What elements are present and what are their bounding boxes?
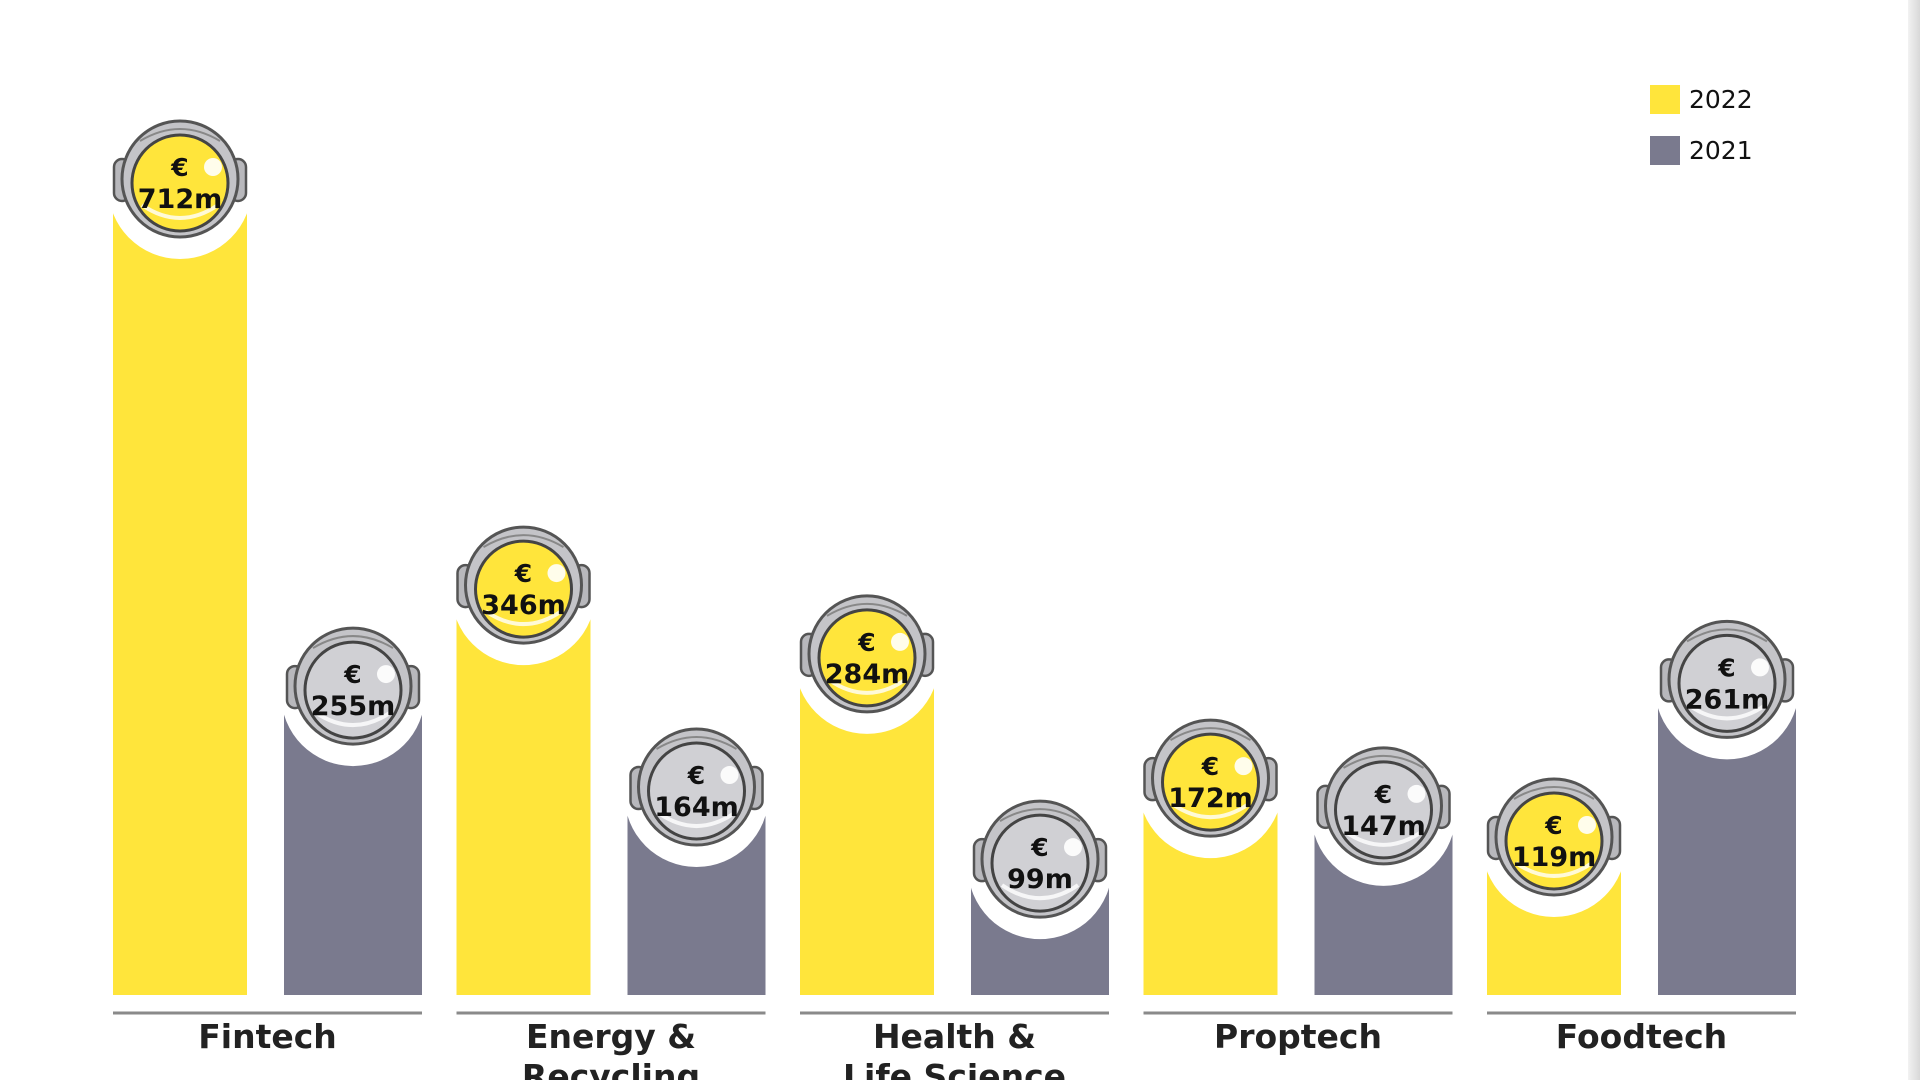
category-label-health-life-science: Health & Life Science [843, 1017, 1066, 1080]
legend-swatch-2021 [1650, 136, 1680, 165]
helmet-visor [130, 133, 230, 233]
category-label-foodtech: Foodtech [1556, 1017, 1727, 1056]
category-label-fintech: Fintech [198, 1017, 337, 1056]
value-label-2022-fintech: €712m [108, 115, 252, 259]
helmet-visor [303, 640, 403, 740]
currency-symbol: € [687, 761, 705, 790]
bar-2022-fintech [113, 205, 247, 995]
helmet-visor-glint [891, 632, 909, 651]
helmet-visor-glint [1751, 658, 1769, 677]
helmet-visor [1161, 732, 1260, 832]
value-text: 172m [1168, 783, 1253, 814]
helmet-shell-line [312, 635, 394, 649]
legend-swatch-2022 [1650, 85, 1680, 114]
helmet-visor [474, 539, 573, 639]
value-text: 346m [481, 590, 566, 621]
category-label-energy-recycling: Energy & Recycling [522, 1017, 700, 1080]
currency-symbol: € [1374, 780, 1392, 809]
legend-label-2022: 2022 [1689, 85, 1753, 114]
currency-symbol: € [514, 559, 532, 588]
currency-symbol: € [1544, 811, 1562, 840]
helmet-shell-line [1513, 785, 1595, 800]
currency-symbol: € [857, 628, 875, 657]
currency-symbol: € [343, 660, 361, 689]
value-label-2022-proptech: €172m [1138, 714, 1283, 859]
helmet-visor-reflection [1687, 703, 1767, 721]
page-edge [1908, 0, 1920, 1080]
legend-label-2021: 2021 [1689, 136, 1753, 165]
value-label-2022-health-life-science: €284m [795, 589, 939, 734]
currency-symbol: € [170, 153, 188, 182]
value-text: 164m [654, 792, 739, 823]
helmet-shell-line [139, 128, 221, 142]
helmet-visor-glint [1234, 757, 1253, 776]
helmet-visor-reflection [1514, 861, 1594, 878]
helmet-visor-glint [547, 564, 566, 583]
value-text: 119m [1512, 842, 1597, 873]
helmet-shell-line [826, 602, 908, 617]
category-label-proptech: Proptech [1214, 1017, 1382, 1056]
helmet-visor-reflection [140, 203, 220, 220]
helmet-shell-line [1169, 727, 1252, 742]
helmet-visor [990, 813, 1090, 913]
value-text: 712m [138, 184, 223, 215]
category-label-line: Fintech [198, 1017, 337, 1056]
helmet-visor [1334, 760, 1433, 860]
helmet-visor-reflection [657, 811, 736, 829]
value-label-2021-energy-recycling: €164m [624, 723, 769, 868]
helmet-shell-line [482, 534, 565, 548]
value-label-2021-proptech: €147m [1311, 741, 1456, 886]
helmet-visor-reflection [1171, 802, 1250, 820]
helmet-shell-line [1342, 754, 1425, 769]
helmet-visor [1677, 633, 1777, 733]
category-label-line: Foodtech [1556, 1017, 1727, 1056]
value-label-2021-foodtech: €261m [1655, 615, 1799, 760]
helmet-shell-line [999, 808, 1081, 823]
value-text: 99m [1007, 864, 1073, 895]
value-label-2021-fintech: €255m [281, 622, 425, 767]
currency-symbol: € [1717, 653, 1735, 682]
value-text: 261m [1685, 684, 1770, 715]
currency-symbol: € [1201, 752, 1219, 781]
category-axis: Fintech Energy & Recycling Health & Life Sci… [113, 1011, 1796, 1080]
value-text: 147m [1341, 811, 1426, 842]
helmet-visor [1504, 791, 1604, 891]
value-label-2022-energy-recycling: €346m [451, 521, 596, 666]
helmet-visor-reflection [1344, 830, 1423, 847]
value-label-2021-health-life-science: €99m [968, 795, 1112, 940]
bar-2022-energy-recycling [456, 611, 591, 995]
legend: 2022 2021 [1650, 85, 1753, 165]
category-label-line: Recycling [522, 1057, 700, 1080]
helmet-visor [647, 741, 746, 841]
helmet-visor-glint [1578, 815, 1596, 834]
helmet-visor-reflection [484, 609, 563, 627]
helmet-visor-glint [720, 766, 739, 785]
value-text: 255m [311, 691, 396, 722]
helmet-visor-glint [1407, 784, 1426, 803]
helmet-visor-reflection [1000, 883, 1080, 901]
category-label-line: Proptech [1214, 1017, 1382, 1056]
value-text: 284m [825, 659, 910, 690]
helmet-visor-reflection [313, 710, 393, 728]
helmet-shell-line [655, 736, 738, 750]
helmet-visor [817, 608, 917, 708]
helmet-visor-reflection [827, 678, 907, 695]
helmet-visor-glint [1064, 838, 1082, 857]
value-labels-layer: €712m€255m€346m€164m€284m€99m€172m €147m €… [108, 115, 1799, 940]
value-label-2022-foodtech: €119m [1482, 772, 1626, 917]
category-label-line: Health & [873, 1017, 1036, 1056]
category-label-line: Life Science [843, 1057, 1066, 1080]
helmet-visor-glint [204, 158, 222, 176]
helmet-visor-glint [377, 665, 395, 684]
category-label-line: Energy & [526, 1017, 696, 1056]
currency-symbol: € [1030, 833, 1048, 862]
helmet-shell-line [1686, 628, 1768, 643]
